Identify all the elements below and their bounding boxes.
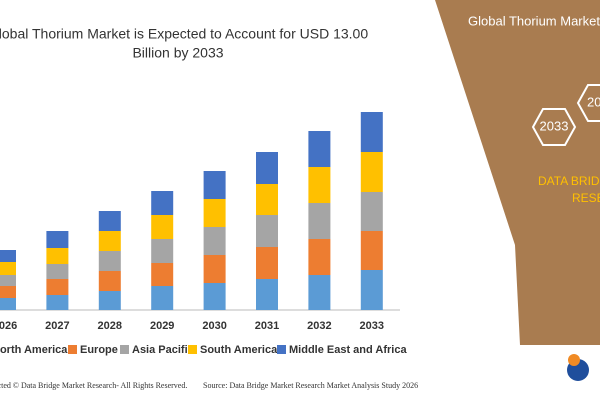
bar-segment bbox=[0, 262, 16, 275]
chart-title: Global Thorium Market is Expected to Acc… bbox=[0, 26, 368, 42]
logo bbox=[568, 354, 580, 366]
legend-label: Asia Pacific bbox=[132, 344, 194, 356]
bar-segment bbox=[46, 231, 69, 248]
bar-segment bbox=[151, 215, 174, 239]
bar-segment bbox=[360, 231, 383, 270]
x-tick-label: 2032 bbox=[307, 320, 331, 332]
bar-segment bbox=[46, 248, 69, 264]
x-tick-label: 2030 bbox=[202, 320, 226, 332]
hexagon bbox=[531, 108, 577, 146]
panel-brand: DATA BRID bbox=[538, 174, 600, 188]
bar-segment bbox=[203, 255, 226, 283]
bar-segment bbox=[151, 286, 174, 310]
bar-segment bbox=[203, 171, 226, 199]
bar-segment bbox=[203, 199, 226, 227]
bar-segment bbox=[256, 184, 278, 215]
legend-label: North America bbox=[0, 344, 68, 356]
bar-segment bbox=[0, 275, 16, 286]
legend-label: South America bbox=[200, 344, 278, 356]
bar-segment bbox=[151, 191, 174, 215]
bar-segment bbox=[256, 215, 278, 247]
side-panel bbox=[435, 0, 600, 345]
bar-segment bbox=[98, 291, 121, 310]
legend-swatch bbox=[188, 345, 197, 354]
bar-segment bbox=[360, 112, 383, 152]
bar-segment bbox=[98, 211, 121, 231]
bar-segment bbox=[256, 152, 278, 184]
bar-segment bbox=[203, 283, 226, 310]
bar-segment bbox=[98, 271, 121, 291]
bar-segment bbox=[151, 263, 174, 286]
bar-segment bbox=[308, 239, 331, 275]
bar-segment bbox=[46, 264, 69, 279]
bar-segment bbox=[98, 251, 121, 271]
footer-left: ected © Data Bridge Market Research- All… bbox=[0, 381, 187, 390]
x-tick-label: 2033 bbox=[360, 320, 384, 332]
legend-label: Europe bbox=[80, 344, 118, 356]
bar-segment bbox=[308, 131, 331, 167]
x-tick-label: 2026 bbox=[0, 320, 17, 332]
x-tick-label: 2027 bbox=[45, 320, 69, 332]
bar-segment bbox=[360, 152, 383, 192]
bar-segment bbox=[308, 167, 331, 203]
bar-segment bbox=[360, 270, 383, 310]
bar-segment bbox=[0, 298, 16, 310]
panel-year: 20 bbox=[587, 94, 600, 109]
bar-segment bbox=[256, 247, 278, 279]
footer-right: Source: Data Bridge Market Research Mark… bbox=[203, 381, 418, 390]
x-tick-label: 2031 bbox=[255, 320, 279, 332]
bar-segment bbox=[308, 203, 331, 239]
chart-subtitle: Billion by 2033 bbox=[132, 45, 223, 61]
x-tick-label: 2028 bbox=[98, 320, 122, 332]
legend-label: Middle East and Africa bbox=[289, 344, 407, 356]
panel-year: 2033 bbox=[540, 118, 569, 133]
legend-swatch bbox=[120, 345, 129, 354]
legend-swatch bbox=[68, 345, 77, 354]
bar-segment bbox=[256, 279, 278, 310]
bar-segment bbox=[46, 295, 69, 310]
bar-segment bbox=[203, 227, 226, 255]
bar-segment bbox=[151, 239, 174, 263]
bar-segment bbox=[0, 250, 16, 262]
bar-segment bbox=[46, 279, 69, 295]
bar-segment bbox=[308, 275, 331, 310]
bar-segment bbox=[98, 231, 121, 251]
legend-swatch bbox=[277, 345, 286, 354]
x-tick-label: 2029 bbox=[150, 320, 174, 332]
hexagon bbox=[576, 84, 600, 122]
panel-title: Global Thorium Market bbox=[468, 13, 600, 28]
bar-segment bbox=[360, 192, 383, 231]
bar-segment bbox=[0, 286, 16, 298]
panel-brand: RESE bbox=[572, 191, 600, 205]
